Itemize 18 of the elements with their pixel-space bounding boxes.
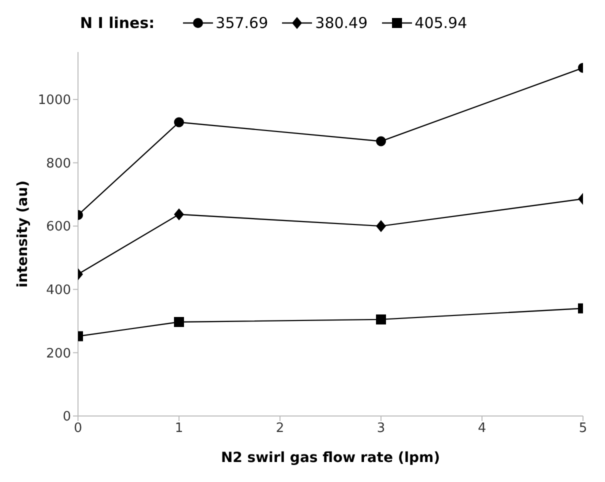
- x-tick-label: 4: [478, 421, 486, 436]
- y-tick-label: 200: [46, 346, 71, 362]
- y-axis-title: intensity (au): [14, 180, 31, 288]
- legend-label: 380.49: [315, 14, 368, 32]
- x-tick-label: 3: [376, 421, 386, 436]
- legend-label: 405.94: [414, 14, 468, 32]
- x-tick-label: 5: [578, 421, 588, 436]
- x-tick-label: 0: [74, 421, 82, 436]
- y-tick-label: 400: [46, 283, 71, 298]
- x-axis-title: N2 swirl gas flow rate (lpm): [220, 450, 440, 466]
- legend-label: 357.69: [216, 14, 268, 32]
- y-tick-label: 600: [46, 220, 71, 235]
- x-tick-label: 1: [174, 421, 184, 436]
- legend-title: N I lines:: [80, 14, 155, 32]
- y-tick-label: 800: [46, 156, 71, 172]
- y-tick-label: 1000: [38, 93, 71, 108]
- y-tick-label: 0: [62, 410, 71, 425]
- x-tick-label: 2: [276, 421, 284, 436]
